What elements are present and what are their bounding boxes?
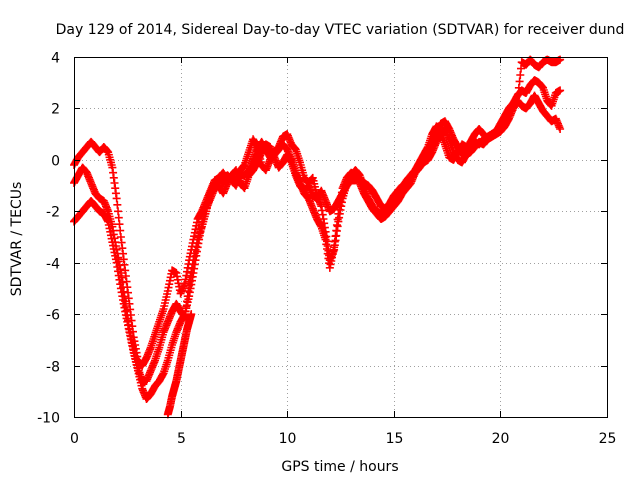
series-3 — [70, 55, 565, 403]
x-tick-label: 0 — [70, 431, 79, 447]
data-point — [556, 55, 565, 64]
y-tick-label: -2 — [46, 205, 60, 221]
x-tick-label: 25 — [599, 431, 617, 447]
y-tick-label: -6 — [46, 308, 60, 324]
y-tick-label: -10 — [37, 411, 60, 427]
plot-frame — [74, 57, 608, 418]
x-axis-label: GPS time / hours — [281, 459, 398, 475]
x-tick-label: 10 — [279, 431, 297, 447]
y-tick-label: 2 — [51, 102, 60, 118]
data-point — [556, 86, 565, 95]
chart-title: Day 129 of 2014, Sidereal Day-to-day VTE… — [56, 22, 625, 38]
data-point — [556, 125, 565, 133]
y-tick-label: -8 — [46, 360, 60, 376]
series-4 — [163, 310, 196, 419]
data-marks — [70, 55, 565, 419]
x-tick-label: 15 — [386, 431, 404, 447]
axis-ticks — [74, 57, 608, 418]
y-axis-label: SDTVAR / TECUs — [9, 182, 25, 297]
y-tick-label: 0 — [51, 154, 60, 170]
y-tick-label: 4 — [51, 51, 60, 67]
y-tick-label: -4 — [46, 257, 60, 273]
x-tick-label: 5 — [177, 431, 186, 447]
data-point — [187, 310, 196, 319]
x-tick-label: 20 — [492, 431, 510, 447]
tick-labels: 0 5 10 15 20 25 -10 -8 -6 -4 -2 0 2 4 — [37, 51, 616, 448]
